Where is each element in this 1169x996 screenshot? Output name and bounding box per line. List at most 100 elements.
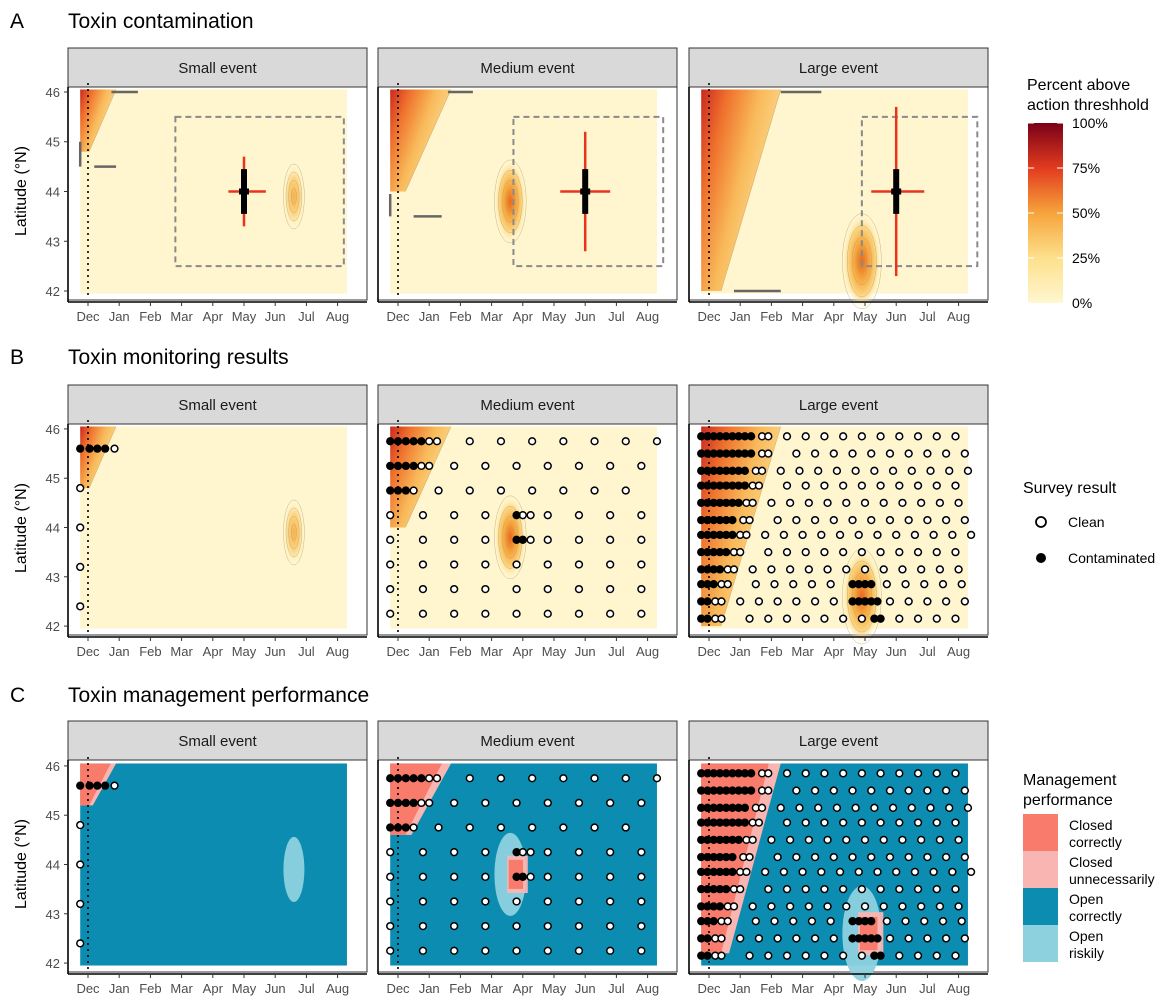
survey-point-clean <box>820 884 829 894</box>
axes: Dec Jan Feb Mar Apr May Jun Jul Aug <box>688 760 988 996</box>
survey-point-clean <box>481 848 490 857</box>
survey-point-clean <box>885 515 895 525</box>
survey-point-clean <box>729 902 739 911</box>
survey-point-clean <box>736 884 745 894</box>
survey-point-clean <box>418 609 428 618</box>
survey-point-clean <box>481 872 490 881</box>
survey-point-clean <box>481 535 490 544</box>
survey-point-clean <box>951 481 960 490</box>
survey-point-contaminated <box>734 835 743 845</box>
survey-point-clean <box>932 769 941 778</box>
survey-point-clean <box>450 848 459 857</box>
survey-point-clean <box>409 823 418 832</box>
survey-point-clean <box>496 486 506 495</box>
survey-point-clean <box>888 466 898 475</box>
survey-point-clean <box>820 951 829 960</box>
survey-point-clean <box>792 852 801 862</box>
x-tick-label: Jul <box>919 644 936 659</box>
survey-point-contaminated <box>409 437 418 446</box>
survey-point-clean <box>418 946 428 955</box>
survey-point-contaminated <box>873 597 882 606</box>
survey-point-clean <box>465 486 474 495</box>
survey-point-clean <box>481 946 490 955</box>
survey-point-contaminated <box>93 781 102 790</box>
survey-point-clean <box>450 609 459 618</box>
survey-point-clean <box>432 774 442 783</box>
survey-point-clean <box>839 951 848 960</box>
survey-point-clean <box>785 902 795 911</box>
survey-point-clean <box>829 449 838 458</box>
facet-a-0: Small event Dec Jan Feb Mar Apr May Jun Jul Aug 42… <box>46 47 368 324</box>
survey-point-clean <box>792 597 801 606</box>
survey-point-clean <box>754 818 764 827</box>
survey-point-contaminated <box>722 547 731 557</box>
legend-management-label-1: Closed <box>1069 854 1113 870</box>
facet-strip <box>377 720 678 761</box>
survey-point-clean <box>873 530 882 540</box>
survey-point-clean <box>543 897 552 906</box>
survey-point-contaminated <box>393 774 403 783</box>
survey-point-contaminated <box>393 823 403 832</box>
legend-management-label-1: Closed <box>1069 817 1113 833</box>
x-tick-label: Mar <box>480 644 503 659</box>
survey-point-clean <box>543 609 552 618</box>
survey-point-clean <box>543 461 552 471</box>
x-tick-label: Dec <box>76 644 100 659</box>
survey-point-clean <box>951 951 960 960</box>
survey-point-clean <box>481 609 490 618</box>
survey-point-clean <box>543 511 552 520</box>
facet-strip-label: Medium event <box>480 60 575 77</box>
survey-point-clean <box>935 498 945 508</box>
survey-point-clean <box>932 547 941 557</box>
legend-clean-label: Clean <box>1068 514 1105 530</box>
survey-point-clean <box>418 848 428 857</box>
survey-point-clean <box>842 835 851 845</box>
survey-point-clean <box>854 867 863 877</box>
survey-point-clean <box>748 498 757 508</box>
survey-point-clean <box>960 786 969 795</box>
survey-point-clean <box>606 511 615 520</box>
x-tick-label: Jul <box>919 309 936 324</box>
x-tick-label: Jun <box>265 309 286 324</box>
survey-point-clean <box>929 867 938 877</box>
survey-point-clean <box>574 584 584 594</box>
survey-point-clean <box>917 498 926 508</box>
facet-strip-label: Small event <box>178 733 257 750</box>
survey-point-clean <box>801 547 810 557</box>
survey-point-clean <box>767 902 776 911</box>
facet-strip-label: Large event <box>799 733 879 750</box>
survey-point-clean <box>76 523 85 532</box>
survey-point-clean <box>876 547 885 557</box>
survey-point-clean <box>417 461 426 471</box>
survey-point-clean <box>792 934 801 943</box>
survey-point-clean <box>386 560 395 569</box>
facet-strip-label: Large event <box>799 397 879 414</box>
row-title-c: Toxin management performance <box>68 684 369 707</box>
survey-point-clean <box>770 917 779 926</box>
survey-point-clean <box>795 466 804 475</box>
y-tick-label: 44 <box>46 858 60 873</box>
survey-point-clean <box>876 481 885 490</box>
survey-point-clean <box>960 852 969 862</box>
survey-point-clean <box>574 921 584 931</box>
survey-point-clean <box>574 461 584 471</box>
survey-point-clean <box>820 547 829 557</box>
survey-point-clean <box>904 449 913 458</box>
survey-point-clean <box>773 597 782 606</box>
survey-point-clean <box>767 498 776 508</box>
y-tick-label: 43 <box>46 234 60 249</box>
survey-point-contaminated <box>518 535 527 544</box>
survey-point-clean <box>932 432 941 441</box>
survey-point-clean <box>913 614 923 623</box>
survey-point-clean <box>935 902 945 911</box>
survey-point-clean <box>926 803 935 812</box>
survey-point-clean <box>574 535 584 544</box>
survey-point-clean <box>951 432 960 441</box>
contamination-blob <box>283 163 305 229</box>
x-tick-label: Jun <box>886 309 907 324</box>
survey-point-clean <box>782 432 792 441</box>
survey-point-clean <box>723 580 732 589</box>
survey-point-clean <box>637 848 646 857</box>
survey-point-clean <box>417 798 426 808</box>
survey-point-clean <box>717 934 726 943</box>
